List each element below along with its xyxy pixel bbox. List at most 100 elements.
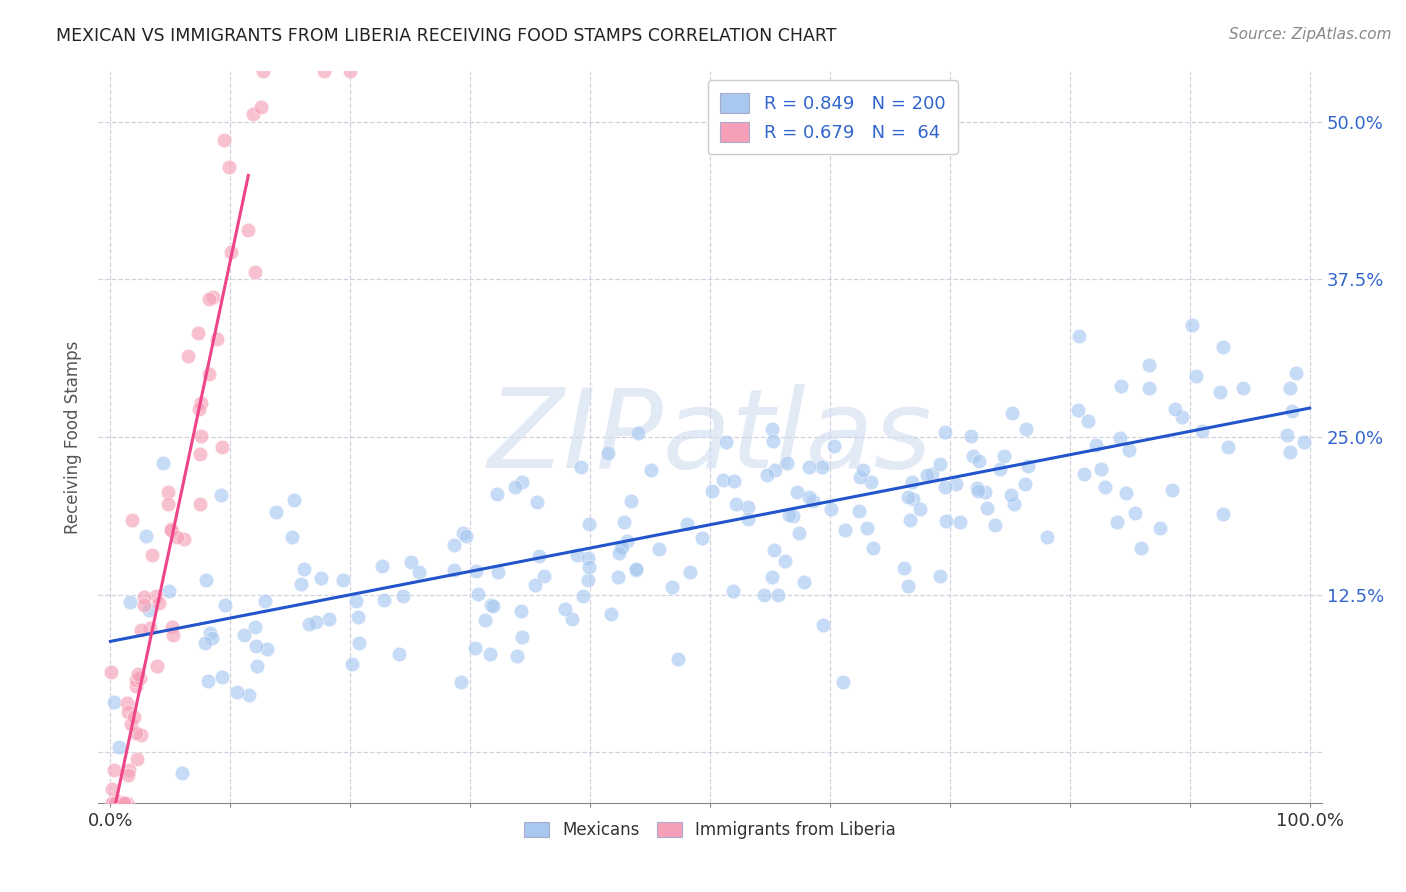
Point bbox=[929, 569, 952, 583]
Point bbox=[737, 512, 759, 526]
Point bbox=[993, 449, 1015, 463]
Point bbox=[921, 467, 943, 481]
Point bbox=[212, 133, 235, 147]
Point bbox=[194, 574, 217, 588]
Point bbox=[450, 675, 472, 690]
Point bbox=[148, 596, 170, 610]
Point bbox=[290, 576, 312, 591]
Point bbox=[451, 525, 474, 540]
Point bbox=[128, 671, 150, 685]
Point bbox=[596, 446, 619, 460]
Point bbox=[201, 631, 224, 645]
Point bbox=[1191, 424, 1213, 438]
Point bbox=[773, 554, 796, 568]
Text: Source: ZipAtlas.com: Source: ZipAtlas.com bbox=[1229, 27, 1392, 42]
Point bbox=[901, 492, 924, 507]
Point bbox=[105, 794, 128, 808]
Point bbox=[832, 675, 855, 690]
Point bbox=[160, 523, 183, 537]
Point bbox=[188, 496, 211, 510]
Point bbox=[848, 504, 870, 518]
Point bbox=[1149, 521, 1171, 535]
Point bbox=[145, 589, 167, 603]
Point bbox=[860, 475, 883, 489]
Point bbox=[100, 796, 122, 810]
Point bbox=[233, 628, 256, 642]
Point bbox=[762, 434, 785, 449]
Point bbox=[246, 658, 269, 673]
Point bbox=[157, 584, 180, 599]
Point bbox=[1109, 379, 1132, 393]
Point bbox=[962, 449, 984, 463]
Point bbox=[820, 502, 842, 516]
Point bbox=[702, 484, 724, 499]
Point bbox=[160, 522, 183, 536]
Point bbox=[129, 728, 152, 742]
Point bbox=[799, 491, 821, 505]
Point bbox=[1014, 476, 1036, 491]
Point bbox=[626, 563, 648, 577]
Point bbox=[349, 636, 371, 650]
Point bbox=[139, 621, 162, 635]
Point bbox=[569, 460, 592, 475]
Point bbox=[118, 764, 141, 778]
Point bbox=[1212, 340, 1234, 354]
Point bbox=[197, 674, 219, 689]
Point bbox=[1077, 413, 1099, 427]
Point bbox=[117, 768, 139, 782]
Point bbox=[209, 488, 232, 502]
Point bbox=[1171, 410, 1194, 425]
Point bbox=[776, 456, 799, 470]
Point bbox=[340, 657, 363, 671]
Point bbox=[346, 609, 368, 624]
Point bbox=[112, 796, 135, 810]
Point bbox=[166, 530, 188, 544]
Point bbox=[177, 349, 200, 363]
Point bbox=[112, 796, 135, 810]
Point bbox=[988, 462, 1011, 476]
Point bbox=[797, 460, 820, 475]
Point bbox=[976, 501, 998, 516]
Point bbox=[967, 454, 990, 468]
Point bbox=[1002, 497, 1025, 511]
Point bbox=[122, 710, 145, 724]
Point bbox=[157, 485, 180, 500]
Point bbox=[1232, 381, 1254, 395]
Point bbox=[782, 509, 804, 524]
Point bbox=[243, 620, 266, 634]
Point bbox=[510, 475, 533, 490]
Point bbox=[135, 528, 157, 542]
Point bbox=[935, 514, 957, 528]
Point bbox=[1036, 531, 1059, 545]
Point bbox=[252, 64, 274, 78]
Point bbox=[211, 440, 233, 454]
Point bbox=[1001, 406, 1024, 420]
Point bbox=[1185, 368, 1208, 383]
Point bbox=[613, 515, 636, 529]
Point bbox=[606, 570, 628, 584]
Point bbox=[373, 593, 395, 607]
Text: MEXICAN VS IMMIGRANTS FROM LIBERIA RECEIVING FOOD STAMPS CORRELATION CHART: MEXICAN VS IMMIGRANTS FROM LIBERIA RECEI… bbox=[56, 27, 837, 45]
Point bbox=[908, 501, 931, 516]
Point bbox=[146, 659, 169, 673]
Point bbox=[766, 588, 789, 602]
Point bbox=[242, 107, 264, 121]
Point bbox=[624, 561, 647, 575]
Point bbox=[125, 752, 148, 766]
Point bbox=[1130, 541, 1153, 556]
Point bbox=[156, 497, 179, 511]
Point bbox=[190, 429, 212, 443]
Point bbox=[339, 64, 361, 78]
Point bbox=[1115, 486, 1137, 500]
Point bbox=[1278, 445, 1301, 459]
Point bbox=[162, 620, 184, 634]
Point bbox=[1067, 402, 1090, 417]
Point bbox=[524, 578, 547, 592]
Point bbox=[786, 485, 808, 500]
Point bbox=[852, 463, 875, 477]
Y-axis label: Receiving Food Stamps: Receiving Food Stamps bbox=[65, 341, 83, 533]
Point bbox=[778, 508, 800, 523]
Point bbox=[1000, 488, 1022, 502]
Point bbox=[250, 100, 273, 114]
Point bbox=[897, 490, 920, 504]
